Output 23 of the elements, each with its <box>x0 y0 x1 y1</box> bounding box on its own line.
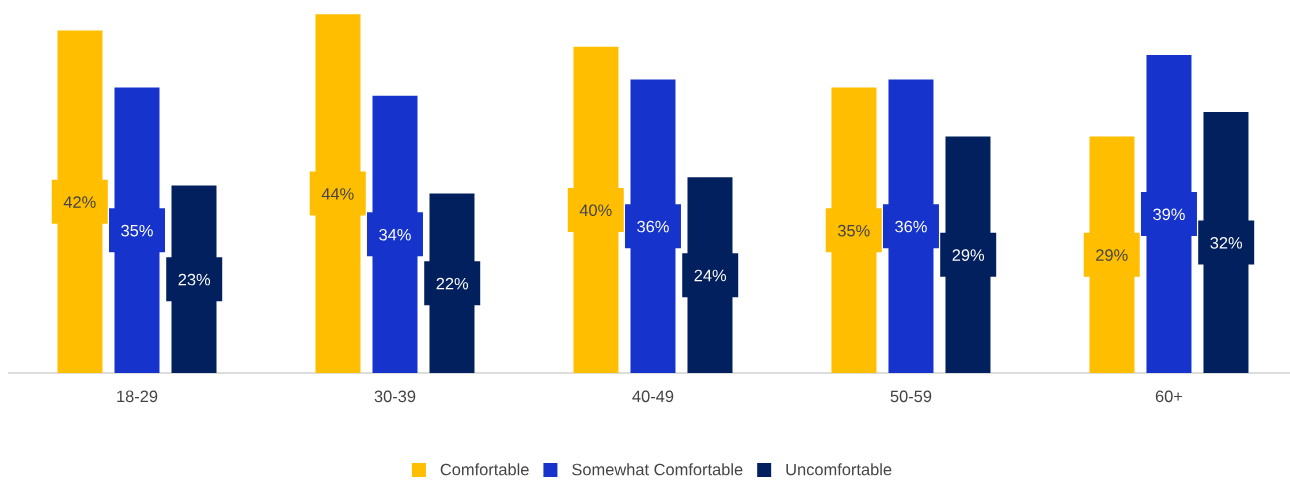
data-label: 22% <box>436 277 469 290</box>
data-label: 39% <box>1153 208 1185 221</box>
data-label: 24% <box>694 269 727 282</box>
data-label: 36% <box>895 220 927 233</box>
x-tick-label: 18-29 <box>117 390 158 403</box>
data-label: 32% <box>1210 237 1243 249</box>
x-tick-label: 30-39 <box>374 390 416 403</box>
x-tick-label: 40-49 <box>632 390 674 403</box>
data-label: 23% <box>178 273 211 286</box>
data-label: 44% <box>321 188 354 200</box>
legend-label: Comfortable <box>440 463 529 476</box>
data-label: 40% <box>579 204 612 217</box>
data-label: 34% <box>379 228 411 241</box>
x-tick-label: 50-59 <box>890 390 932 403</box>
x-tick-label: 60+ <box>1155 390 1183 403</box>
data-label: 36% <box>637 220 669 233</box>
data-label: 42% <box>63 196 96 208</box>
data-label: 29% <box>952 249 985 261</box>
data-label: 35% <box>837 224 870 237</box>
data-label: 29% <box>1096 249 1128 261</box>
data-label: 35% <box>121 224 153 237</box>
legend-label: Somewhat Comfortable <box>572 463 743 476</box>
legend-label: Uncomfortable <box>786 463 892 476</box>
